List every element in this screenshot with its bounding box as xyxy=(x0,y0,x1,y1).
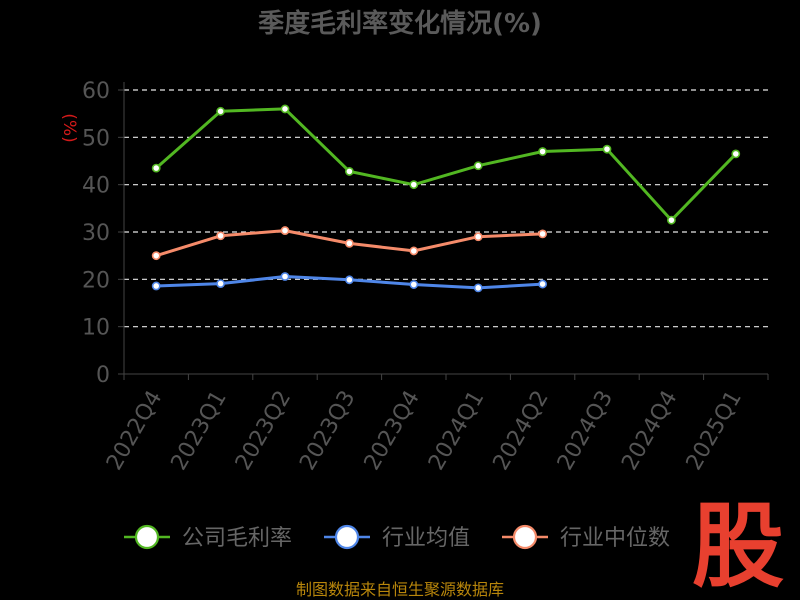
series-0-point-2024Q3 xyxy=(602,144,612,154)
y-tick-label-10: 10 xyxy=(82,316,110,341)
series-1-point-2023Q4 xyxy=(409,280,419,289)
series-0-point-2023Q3 xyxy=(344,167,354,176)
grid-lines xyxy=(124,89,768,328)
series-1-point-2023Q1 xyxy=(216,279,225,288)
series-2-point-2023Q4 xyxy=(409,246,419,256)
y-tick-label-0: 0 xyxy=(96,363,110,388)
logo-icon: 股 xyxy=(692,493,784,600)
y-tick-label-30: 30 xyxy=(82,221,110,246)
legend-label-0: 公司毛利率 xyxy=(182,526,292,551)
series-2-point-2023Q2 xyxy=(280,226,290,235)
series-lines xyxy=(151,104,741,293)
y-tick-label-40: 40 xyxy=(82,174,110,199)
series-2-point-2024Q2 xyxy=(538,229,547,239)
legend-item-2[interactable]: 行业中位数 xyxy=(502,524,670,551)
series-0-point-2024Q4 xyxy=(667,215,676,225)
legend: 公司毛利率 行业均值 行业中位数 xyxy=(124,524,670,551)
y-tick-label-60: 60 xyxy=(82,79,110,104)
series-0-point-2025Q1 xyxy=(731,149,741,159)
series-2-point-2024Q1 xyxy=(473,232,483,242)
x-tick-label-2024Q2: 2024Q2 xyxy=(488,387,553,475)
series-1-point-2023Q2 xyxy=(280,272,290,281)
series-1-point-2023Q3 xyxy=(344,275,354,285)
y-axis-unit: (%) xyxy=(59,113,79,142)
x-tick-label-2024Q3: 2024Q3 xyxy=(553,387,618,475)
x-tick-label-2023Q4: 2023Q4 xyxy=(360,387,425,475)
x-tick-label-2024Q4: 2024Q4 xyxy=(617,387,682,475)
series-2-point-2023Q1 xyxy=(216,231,225,241)
series-0-point-2023Q2 xyxy=(280,104,290,114)
series-0-point-2022Q4 xyxy=(151,163,161,173)
series-0-point-2024Q1 xyxy=(473,161,483,171)
x-tick-label-2025Q1: 2025Q1 xyxy=(682,387,747,475)
x-tick-label-2023Q3: 2023Q3 xyxy=(295,387,360,475)
x-tick-label-2022Q4: 2022Q4 xyxy=(102,387,167,475)
x-tick-label-2023Q1: 2023Q1 xyxy=(166,387,231,475)
series-0-point-2024Q2 xyxy=(538,147,547,156)
series-line-0 xyxy=(154,107,738,222)
source-note: 制图数据来自恒生聚源数据库 xyxy=(296,580,504,599)
series-1-point-2024Q2 xyxy=(538,279,547,289)
series-2-point-2023Q3 xyxy=(344,238,354,248)
y-tick-label-50: 50 xyxy=(82,126,110,151)
series-1-point-2022Q4 xyxy=(151,281,161,291)
legend-swatch-marker-1 xyxy=(334,524,360,550)
series-0-point-2023Q4 xyxy=(409,180,419,190)
legend-swatch-marker-2 xyxy=(512,524,538,550)
series-2-point-2022Q4 xyxy=(151,251,161,261)
series-1-point-2024Q1 xyxy=(473,283,483,293)
series-0-point-2023Q1 xyxy=(216,106,225,116)
y-tick-label-20: 20 xyxy=(82,268,110,293)
legend-label-2: 行业中位数 xyxy=(560,526,670,551)
x-tick-label-2024Q1: 2024Q1 xyxy=(424,387,489,475)
legend-item-1[interactable]: 行业均值 xyxy=(324,524,470,551)
legend-swatch-marker-0 xyxy=(134,524,160,550)
chart-title: 季度毛利率变化情况(%) xyxy=(258,8,542,39)
legend-item-0[interactable]: 公司毛利率 xyxy=(124,524,292,551)
x-tick-label-2023Q2: 2023Q2 xyxy=(231,387,296,475)
legend-label-1: 行业均值 xyxy=(382,526,470,551)
